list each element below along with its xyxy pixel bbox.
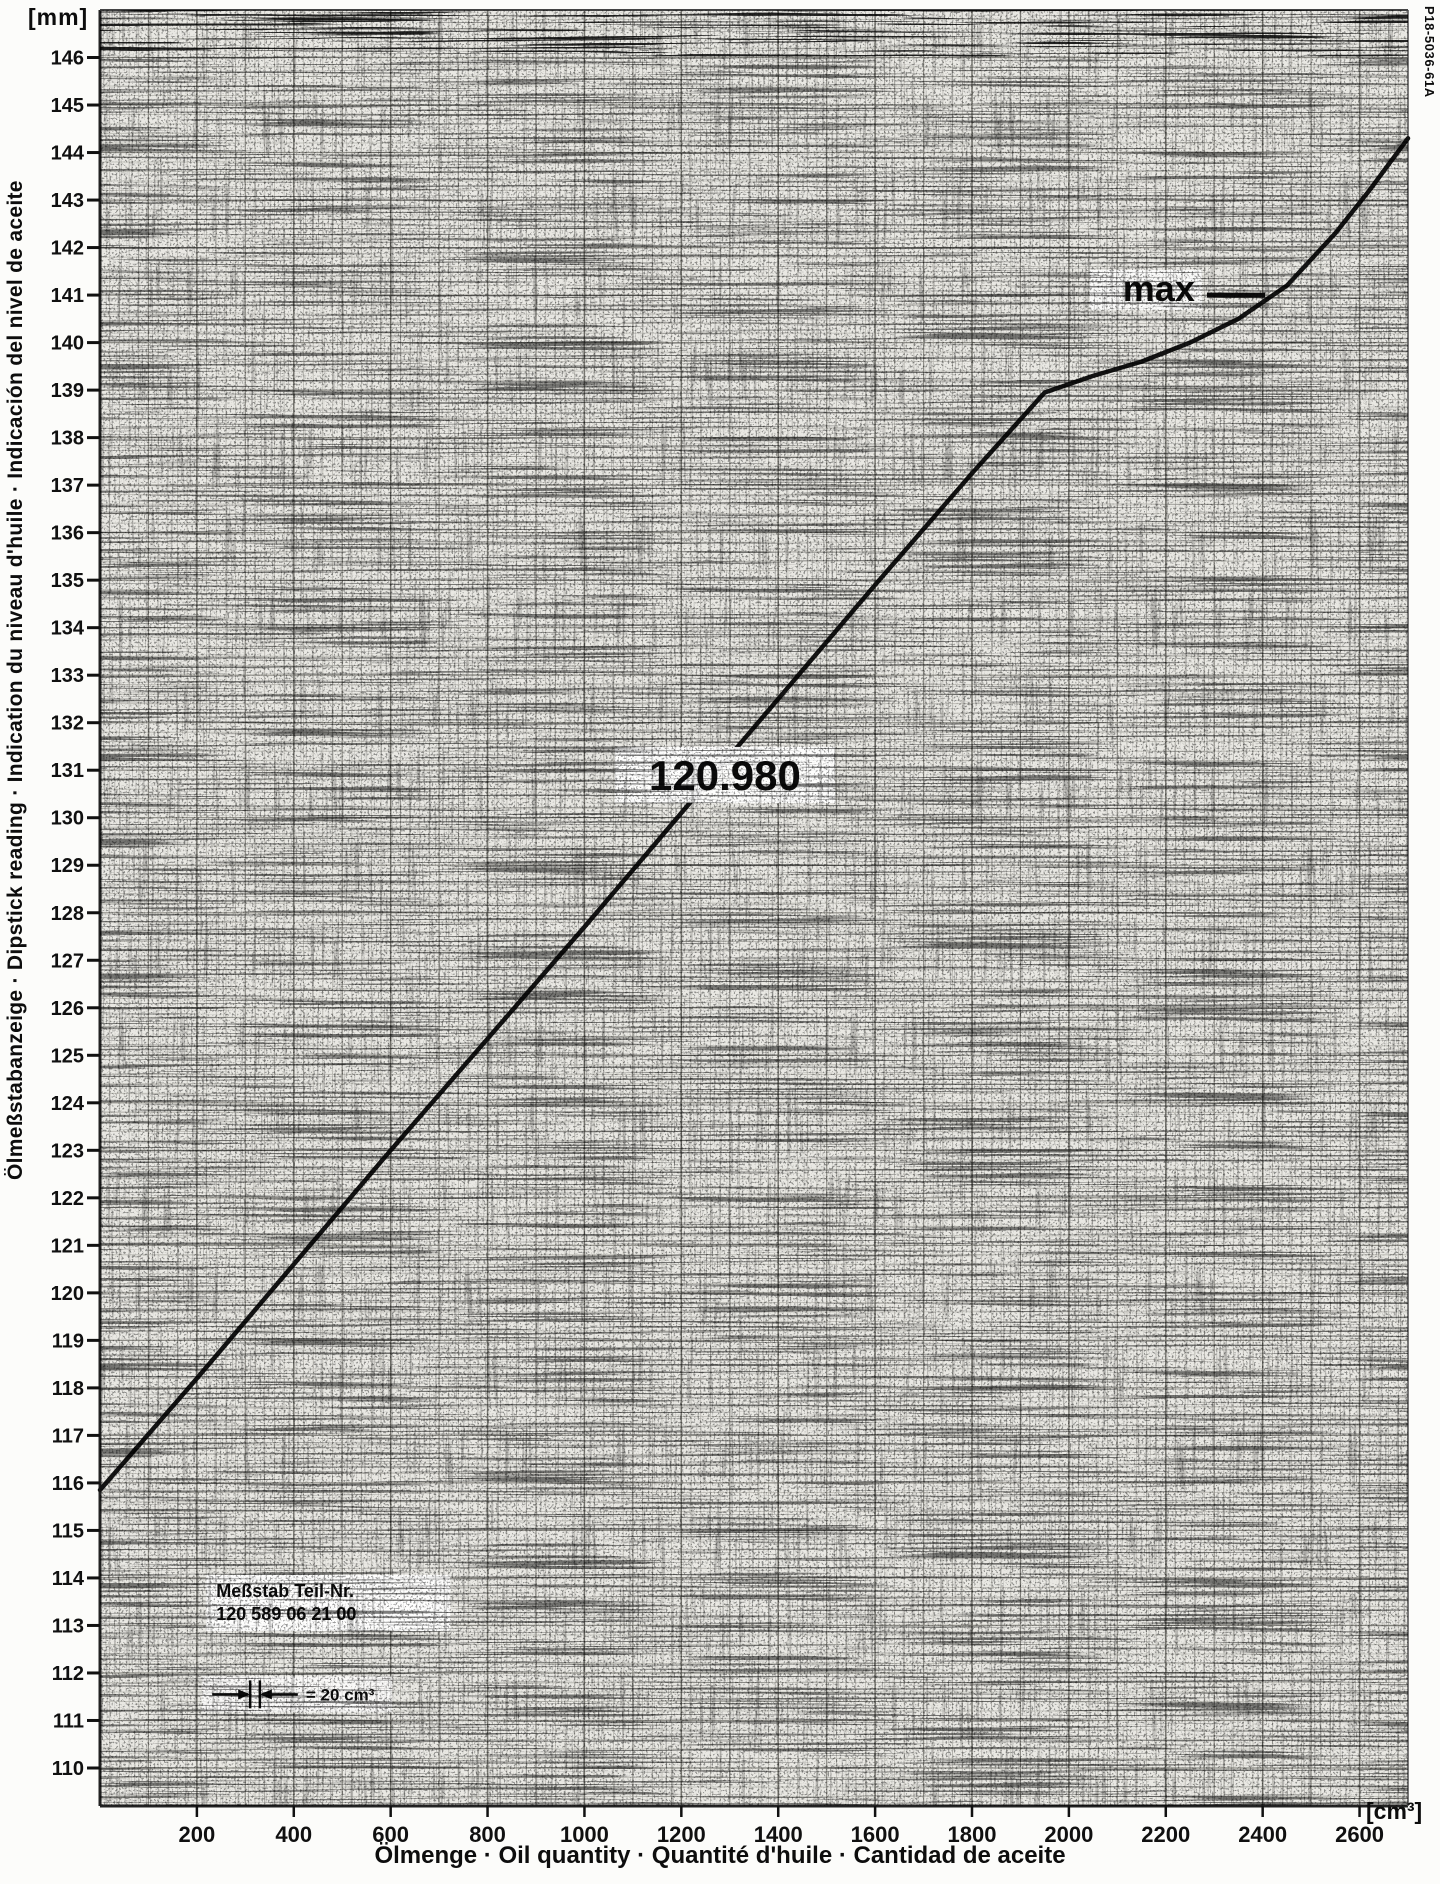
y-tick-label: 118 (52, 1378, 84, 1400)
y-tick-label: 124 (51, 1093, 85, 1115)
y-tick-label: 139 (51, 380, 84, 402)
y-tick-label: 115 (52, 1520, 84, 1542)
noise-columns (100, 10, 1408, 1806)
x-tick-label: 1400 (754, 1822, 803, 1847)
y-tick-label: 145 (51, 95, 84, 117)
y-axis-unit: [mm] (28, 4, 89, 30)
x-tick-label: 2400 (1238, 1822, 1287, 1847)
photocopy-noise (100, 10, 1408, 1806)
y-tick-label: 112 (52, 1663, 84, 1685)
x-axis-unit: [cm³] (1366, 1798, 1423, 1824)
y-tick-label: 116 (52, 1473, 84, 1495)
y-tick-label: 128 (51, 903, 84, 925)
y-tick-label: 129 (51, 855, 84, 877)
y-tick-label: 136 (51, 523, 84, 545)
y-tick-label: 122 (51, 1188, 84, 1210)
y-tick-label: 123 (51, 1140, 84, 1162)
y-tick-label: 131 (51, 760, 84, 782)
x-axis-label: Ölmenge · Oil quantity · Quantité d'huil… (374, 1842, 1066, 1869)
y-tick-label: 146 (51, 48, 84, 70)
y-tick-label: 114 (52, 1568, 85, 1590)
y-tick-label: 132 (51, 713, 84, 735)
noise-top-band (100, 10, 1408, 56)
x-tick-label: 1600 (851, 1822, 900, 1847)
y-tick-label: 135 (51, 570, 84, 592)
y-tick-label: 137 (51, 475, 84, 497)
x-tick-label: 1800 (948, 1822, 997, 1847)
y-tick-label: 144 (51, 143, 85, 165)
y-tick-label: 142 (51, 238, 84, 260)
x-tick-label: 600 (372, 1822, 409, 1847)
x-tick-label: 2600 (1335, 1822, 1384, 1847)
y-tick-label: 126 (51, 998, 84, 1020)
x-tick-label: 200 (179, 1822, 216, 1847)
x-tick-label: 400 (275, 1822, 312, 1847)
y-tick-label: 130 (51, 808, 84, 830)
y-tick-label: 134 (51, 618, 85, 640)
x-tick-label: 1000 (560, 1822, 609, 1847)
y-tick-label: 140 (51, 333, 84, 355)
y-tick-label: 143 (51, 190, 84, 212)
y-tick-label: 127 (51, 950, 84, 972)
x-tick-label: 800 (469, 1822, 506, 1847)
x-tick-label: 2200 (1141, 1822, 1190, 1847)
y-tick-label: 111 (53, 1710, 84, 1732)
y-tick-label: 119 (52, 1330, 84, 1352)
y-tick-label: 120 (51, 1283, 84, 1305)
y-tick-label: 110 (52, 1758, 84, 1780)
y-tick-label: 117 (52, 1425, 84, 1447)
y-tick-label: 141 (51, 285, 84, 307)
x-tick-label: 1200 (657, 1822, 706, 1847)
y-axis-label: Ölmeßstabanzeige · Dipstick reading · In… (4, 180, 27, 1180)
y-tick-label: 121 (51, 1235, 84, 1257)
y-tick-label: 133 (51, 665, 84, 687)
y-tick-label: 113 (52, 1615, 84, 1637)
y-tick-label: 125 (51, 1045, 84, 1067)
y-tick-label: 138 (51, 428, 84, 450)
x-tick-label: 2000 (1044, 1822, 1093, 1847)
document-reference: P18-5036-61A (1422, 6, 1437, 98)
